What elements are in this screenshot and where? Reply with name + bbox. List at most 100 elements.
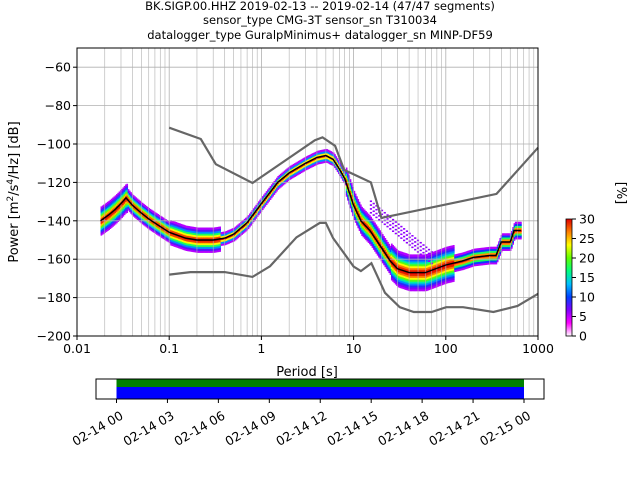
- heatmap-cell: [292, 163, 295, 167]
- heatmap-cell: [291, 172, 294, 175]
- heatmap-cell: [176, 226, 179, 229]
- heatmap-cell: [411, 281, 414, 284]
- colorbar-tick-label: 5: [579, 309, 587, 324]
- heatmap-cell: [192, 228, 194, 231]
- heatmap-cell: [243, 224, 246, 227]
- heatmap-cell: [353, 200, 356, 203]
- heatmap-cell: [171, 239, 174, 243]
- heatmap-cell: [394, 276, 397, 279]
- heatmap-cell: [359, 204, 362, 207]
- heatmap-cell: [378, 251, 380, 254]
- heatmap-cell: [242, 221, 245, 225]
- heatmap-cell: [166, 235, 169, 238]
- heatmap-cell: [483, 253, 486, 256]
- heatmap-cell: [415, 287, 418, 290]
- heatmap-cell: [412, 277, 415, 280]
- heatmap-cell: [416, 260, 419, 263]
- heatmap-cell: [106, 207, 109, 210]
- heatmap-cell: [217, 232, 220, 235]
- heatmap-cell: [423, 281, 425, 284]
- heatmap-cell: [143, 223, 145, 226]
- heatmap-cell: [487, 248, 490, 252]
- heatmap-cell: [274, 190, 277, 194]
- heatmap-cell: [400, 276, 402, 279]
- heatmap-cell: [440, 268, 442, 271]
- heatmap-cell: [243, 222, 246, 225]
- heatmap-cell: [264, 202, 267, 205]
- heatmap-cell: [206, 227, 209, 230]
- heatmap-cell: [217, 245, 220, 249]
- heatmap-cell: [405, 241, 408, 244]
- heatmap-cell: [139, 216, 141, 219]
- heatmap-cell: [175, 241, 178, 244]
- heatmap-cell: [383, 245, 385, 249]
- heatmap-cell: [258, 212, 260, 216]
- heatmap-cell: [398, 264, 401, 267]
- heatmap-cell: [511, 240, 513, 243]
- heatmap-cell: [455, 269, 458, 272]
- heatmap-cell: [212, 240, 215, 244]
- heatmap-cell: [387, 259, 389, 262]
- heatmap-cell: [180, 243, 183, 246]
- heatmap-cell: [279, 177, 282, 180]
- heatmap-cell: [117, 196, 120, 199]
- heatmap-cell: [408, 232, 411, 235]
- heatmap-cell: [405, 276, 407, 279]
- heatmap-cell: [190, 241, 193, 245]
- heatmap-cell: [229, 236, 232, 240]
- heatmap-cell: [400, 259, 402, 262]
- heatmap-cell: [313, 156, 316, 159]
- heatmap-cell: [265, 196, 268, 200]
- heatmap-cell: [367, 225, 370, 228]
- heatmap-cell: [412, 260, 415, 263]
- heatmap-cell: [171, 241, 174, 245]
- heatmap-cell: [474, 263, 477, 267]
- heatmap-cell: [274, 188, 277, 192]
- heatmap-cell: [203, 250, 206, 253]
- heatmap-cell: [180, 246, 183, 250]
- heatmap-cell: [309, 156, 312, 159]
- heatmap-cell: [137, 203, 140, 206]
- heatmap-cell: [390, 255, 393, 258]
- heatmap-cell: [193, 246, 196, 249]
- heatmap-cell: [212, 235, 215, 238]
- heatmap-cell: [345, 190, 348, 193]
- heatmap-cell: [433, 270, 436, 273]
- heatmap-cell: [472, 258, 474, 261]
- heatmap-cell: [345, 171, 348, 174]
- heatmap-cell: [279, 175, 282, 178]
- heatmap-cell: [409, 263, 411, 267]
- heatmap-cell: [375, 232, 378, 235]
- heatmap-cell: [125, 203, 127, 206]
- heatmap-cell: [370, 216, 373, 220]
- heatmap-cell: [505, 248, 508, 251]
- heatmap-cell: [381, 236, 384, 239]
- heatmap-cell: [512, 242, 514, 245]
- heatmap-cell: [288, 166, 291, 169]
- heatmap-cell: [130, 203, 132, 207]
- heatmap-cell: [259, 207, 261, 210]
- heatmap-cell: [358, 201, 361, 205]
- heatmap-cell: [350, 209, 353, 213]
- heatmap-cell: [492, 250, 495, 253]
- heatmap-cell: [197, 246, 200, 250]
- heatmap-cell: [193, 244, 196, 247]
- y-tick-label: −180: [37, 290, 71, 305]
- heatmap-cell: [176, 245, 179, 248]
- heatmap-cell: [214, 250, 216, 253]
- heatmap-cell: [390, 262, 393, 266]
- heatmap-cell: [248, 221, 251, 224]
- heatmap-cell: [465, 264, 468, 267]
- heatmap-cell: [288, 170, 291, 173]
- heatmap-cell: [460, 264, 463, 267]
- heatmap-cell: [247, 226, 250, 230]
- heatmap-cell: [425, 246, 428, 249]
- heatmap-cell: [412, 275, 415, 278]
- heatmap-cell: [281, 174, 283, 177]
- heatmap-cell: [490, 256, 493, 259]
- heatmap-cell: [423, 287, 425, 290]
- heatmap-cell: [423, 277, 425, 280]
- heatmap-cell: [217, 243, 220, 247]
- heatmap-cell: [130, 192, 132, 195]
- heatmap-cell: [116, 197, 118, 201]
